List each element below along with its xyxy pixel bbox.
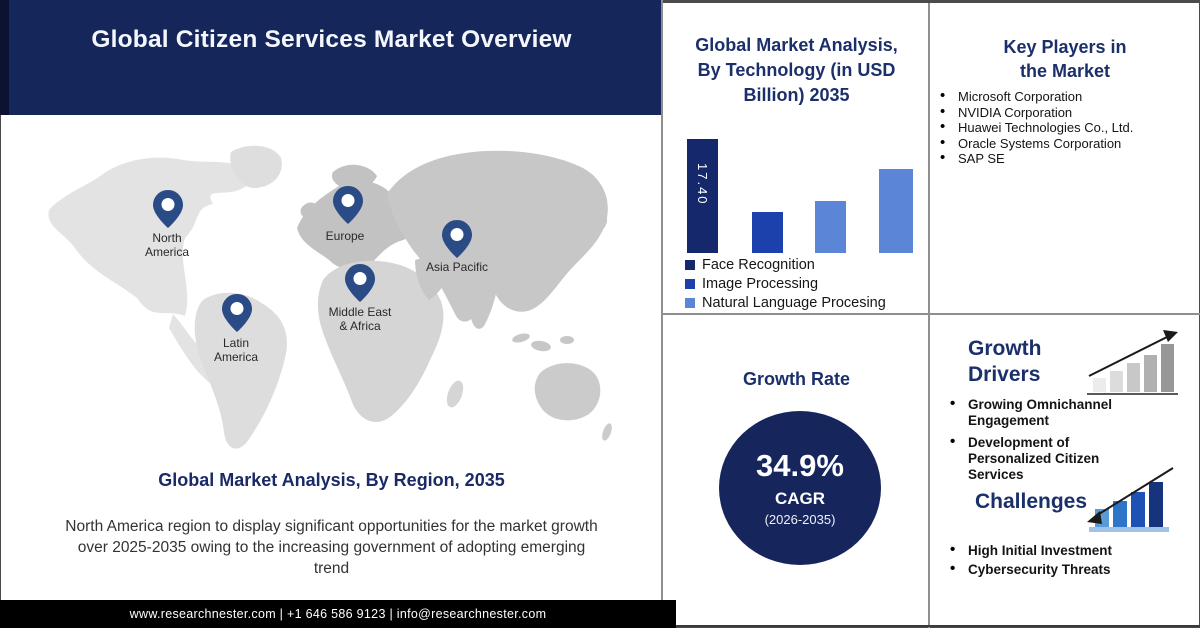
legend-label: Image Processing <box>702 275 819 292</box>
region-analysis-title: Global Market Analysis, By Region, 2035 <box>158 470 505 490</box>
challenge-bars-down-arrow-icon <box>1087 467 1174 532</box>
chart-legend: Face Recognition Image Processing Natura… <box>685 255 886 312</box>
map-label-middle-east-africa: Middle East & Africa <box>328 305 392 333</box>
legend-swatch-nlp <box>685 297 695 308</box>
island-newzealand <box>602 423 612 441</box>
growth-drivers-list: Growing Omnichannel Engagement Developme… <box>948 396 1153 489</box>
continent-australia <box>534 363 601 421</box>
growth-driver-item: Growing Omnichannel Engagement <box>948 396 1153 429</box>
map-pin-asia-pacific <box>442 220 472 258</box>
map-pin-europe <box>333 186 363 224</box>
key-players-list: Microsoft Corporation NVIDIA Corporation… <box>938 88 1190 167</box>
footer-text: www.researchnester.com | +1 646 586 9123… <box>129 607 547 621</box>
region-india <box>463 271 499 329</box>
island-borneo <box>531 340 551 352</box>
cagr-period: (2026-2035) <box>764 512 836 527</box>
map-label-north-america: North America <box>144 231 189 259</box>
technology-chart-title: Global Market Analysis, By Technology (i… <box>695 35 898 105</box>
continent-africa <box>317 260 444 423</box>
key-players-title: Key Players in the Market <box>1003 37 1127 81</box>
key-player-item: Oracle Systems Corporation <box>938 135 1190 152</box>
island-uk <box>300 202 319 219</box>
key-player-item: SAP SE <box>938 150 1190 167</box>
top-border <box>663 0 1200 3</box>
world-map <box>48 145 612 449</box>
header-left-edge <box>0 0 9 115</box>
key-player-item: Huawei Technologies Co., Ltd. <box>938 119 1190 136</box>
header-banner: Global Citizen Services Market Overview <box>0 0 663 115</box>
challenges-list: High Initial Investment Cybersecurity Th… <box>948 542 1183 581</box>
continent-south-america <box>194 292 287 449</box>
bar-nlp-1 <box>815 201 846 253</box>
challenges-title: Challenges <box>975 490 1088 513</box>
map-pin-north-america <box>153 190 183 228</box>
legend-swatch-face-recognition <box>685 259 695 270</box>
region-description-line: over 2025-2035 owing to the increasing g… <box>77 539 586 556</box>
bar-image-processing <box>752 212 783 253</box>
key-player-item: NVIDIA Corporation <box>938 104 1190 121</box>
growth-drivers-title: Growth Drivers <box>968 337 1042 386</box>
region-arabia <box>415 258 451 300</box>
legend-item: Face Recognition <box>685 255 886 274</box>
page-title: Global Citizen Services Market Overview <box>91 26 572 53</box>
island-newguinea <box>560 336 574 344</box>
map-pin-middle-east-africa <box>345 264 375 302</box>
island-madagascar <box>446 380 464 408</box>
region-description-line: trend <box>313 560 350 577</box>
island-sumatra <box>512 333 530 343</box>
cagr-circle: 34.9% CAGR (2026-2035) <box>719 411 881 565</box>
footer-bar: www.researchnester.com | +1 646 586 9123… <box>0 600 676 628</box>
bar-face-recognition: 17.40 <box>687 139 718 253</box>
challenge-item: Cybersecurity Threats <box>948 561 1183 578</box>
map-pin-latin-america <box>222 294 252 332</box>
growth-rate-title: Growth Rate <box>742 369 850 389</box>
growth-bars-up-arrow-icon <box>1087 330 1178 395</box>
cagr-label: CAGR <box>774 489 826 508</box>
cagr-value: 34.9% <box>756 448 844 483</box>
map-label-europe: Europe <box>325 229 365 243</box>
island-japan <box>588 210 608 233</box>
continent-north-america <box>48 157 252 316</box>
bar-nlp-2 <box>879 169 913 253</box>
legend-swatch-image-processing <box>685 278 695 289</box>
divider-horizontal <box>661 313 1200 315</box>
island-greenland <box>230 145 282 189</box>
bottom-border <box>676 625 1200 627</box>
map-label-asia-pacific: Asia Pacific <box>425 260 489 274</box>
legend-item: Natural Language Procesing <box>685 293 886 312</box>
challenge-item: High Initial Investment <box>948 542 1183 559</box>
map-label-latin-america: Latin America <box>213 336 258 364</box>
key-player-item: Microsoft Corporation <box>938 88 1190 105</box>
region-scandinavia <box>331 164 377 190</box>
legend-label: Natural Language Procesing <box>702 294 886 311</box>
bar-value-label: 17.40 <box>695 163 710 206</box>
growth-driver-item: Development of Personalized Citizen Serv… <box>948 434 1153 483</box>
legend-label: Face Recognition <box>702 256 815 273</box>
region-description: North America region to display signific… <box>41 516 622 579</box>
legend-item: Image Processing <box>685 274 886 293</box>
region-description-line: North America region to display signific… <box>65 518 598 535</box>
